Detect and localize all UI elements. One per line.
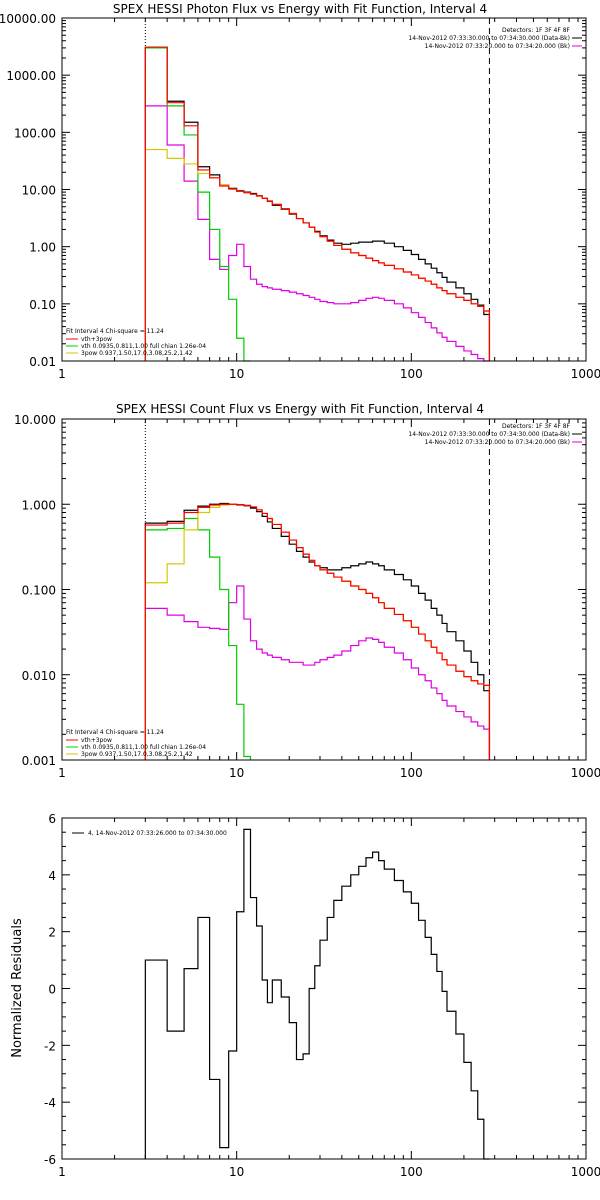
photon-legend-1: vth+3pow xyxy=(81,336,112,343)
residuals-x-tick-label: 1000 xyxy=(571,1165,600,1179)
photon-flux-panel: SPEX HESSI Photon Flux vs Energy with Fi… xyxy=(0,2,600,381)
photon-y-tick-label: 1.00 xyxy=(29,241,56,255)
photon-x-tick-label: 10 xyxy=(229,367,244,381)
photon-chart-title: SPEX HESSI Photon Flux vs Energy with Fi… xyxy=(113,2,487,16)
residuals-series-residuals xyxy=(144,828,490,1160)
residuals-x-tick-label: 1 xyxy=(58,1165,66,1179)
count-x-tick-label: 100 xyxy=(400,766,423,780)
residuals-plot-area: 1 10 100 1000 -6 -4 -2 0 2 4 6 xyxy=(44,812,600,1179)
count-flux-panel: SPEX HESSI Count Flux vs Energy with Fit… xyxy=(14,402,600,780)
photon-series-vth-3pow xyxy=(144,46,491,361)
photon-x-tick-label: 1000 xyxy=(571,367,600,381)
residuals-panel: 1 10 100 1000 -6 -4 -2 0 2 4 6 4, 14-Nov-2012 07:3… xyxy=(10,812,600,1179)
photon-series-bk xyxy=(144,105,490,362)
photon-y-tick-label: 0.10 xyxy=(29,298,56,312)
count-header-line-2: 14-Nov-2012 07:33:30.000 to 07:34:30.000… xyxy=(408,431,570,438)
residuals-x-tick-label: 100 xyxy=(400,1165,423,1179)
photon-y-tick-label: 100.00 xyxy=(14,126,56,140)
photon-y-tick-label: 0.01 xyxy=(29,355,56,369)
photon-series-data-bk xyxy=(144,47,491,361)
residuals-y-tick-label: 2 xyxy=(48,926,56,940)
count-y-tick-label: 0.100 xyxy=(22,584,56,598)
count-legend-3: 3pow 0.937,1.50,17.0,3.08,25.2,1.42 xyxy=(81,751,193,758)
photon-legend-3: 3pow 0.937,1.50,17.0,3.08,25.2,1.42 xyxy=(81,350,193,357)
count-x-tick-label: 1 xyxy=(58,766,66,780)
photon-plot-area: 1 10 100 1000 0.01 0.10 1.00 10.00 100.00 1000.00… xyxy=(0,12,600,381)
photon-fit-text: Fit Interval 4 Chi-square = 11.24 xyxy=(66,328,164,335)
residuals-y-tick-label: 0 xyxy=(48,983,56,997)
count-y-tick-label: 10.000 xyxy=(14,413,56,427)
count-legend-2: vth 0.0935,0.811,1.00 full chian 1.26e-0… xyxy=(81,744,206,751)
residuals-legend: 4, 14-Nov-2012 07:33:26.000 to 07:34:30.… xyxy=(88,830,227,837)
residuals-y-tick-label: 4 xyxy=(48,869,56,883)
count-header-line-1: Detectors: 1F 3F 4F 8F xyxy=(502,423,571,430)
residuals-x-tick-label: 10 xyxy=(229,1165,244,1179)
photon-header-line-2: 14-Nov-2012 07:33:30.000 to 07:34:30.000… xyxy=(408,35,570,42)
residuals-y-tick-label: -6 xyxy=(44,1153,56,1167)
count-series-bk xyxy=(144,585,491,760)
photon-x-tick-label: 1 xyxy=(58,367,66,381)
residuals-y-tick-label: -4 xyxy=(44,1096,56,1110)
count-series-3pow xyxy=(144,503,491,760)
residuals-y-axis-label: Normalized Residuals xyxy=(10,918,25,1058)
count-plot-frame xyxy=(61,418,587,761)
residuals-y-tick-label: 6 xyxy=(48,812,56,826)
count-y-tick-label: 0.010 xyxy=(22,669,56,683)
photon-plot-frame xyxy=(61,17,587,362)
count-legend-1: vth+3pow xyxy=(81,737,112,744)
residuals-plot-frame xyxy=(61,817,587,1160)
photon-y-tick-label: 1000.00 xyxy=(6,69,56,83)
count-series-vth-3pow xyxy=(144,503,491,760)
photon-y-tick-label: 10000.00 xyxy=(0,12,56,26)
count-y-tick-label: 1.000 xyxy=(22,498,56,512)
count-series-vth xyxy=(144,517,252,760)
count-x-tick-label: 10 xyxy=(229,766,244,780)
count-series-data-bk xyxy=(144,502,491,760)
count-y-tick-label: 0.001 xyxy=(22,754,56,768)
count-plot-area: 1 10 100 1000 0.001 0.010 0.100 1.000 10.000 xyxy=(14,413,600,780)
photon-x-tick-label: 100 xyxy=(400,367,423,381)
photon-header-line-1: Detectors: 1F 3F 4F 8F xyxy=(502,27,571,34)
photon-legend-2: vth 0.0935,0.811,1.00 full chian 1.26e-0… xyxy=(81,343,206,350)
count-x-tick-label: 1000 xyxy=(571,766,600,780)
residuals-y-tick-label: -2 xyxy=(44,1039,56,1053)
count-header-line-3: 14-Nov-2012 07:33:20.000 to 07:34:20.000… xyxy=(425,439,570,446)
photon-header-line-3: 14-Nov-2012 07:33:20.000 to 07:34:20.000… xyxy=(425,43,570,50)
photon-series-vth xyxy=(144,47,251,362)
count-chart-title: SPEX HESSI Count Flux vs Energy with Fit… xyxy=(116,402,484,416)
photon-y-tick-label: 10.00 xyxy=(22,184,56,198)
count-fit-text: Fit Interval 4 Chi-square = 11.24 xyxy=(66,729,164,736)
